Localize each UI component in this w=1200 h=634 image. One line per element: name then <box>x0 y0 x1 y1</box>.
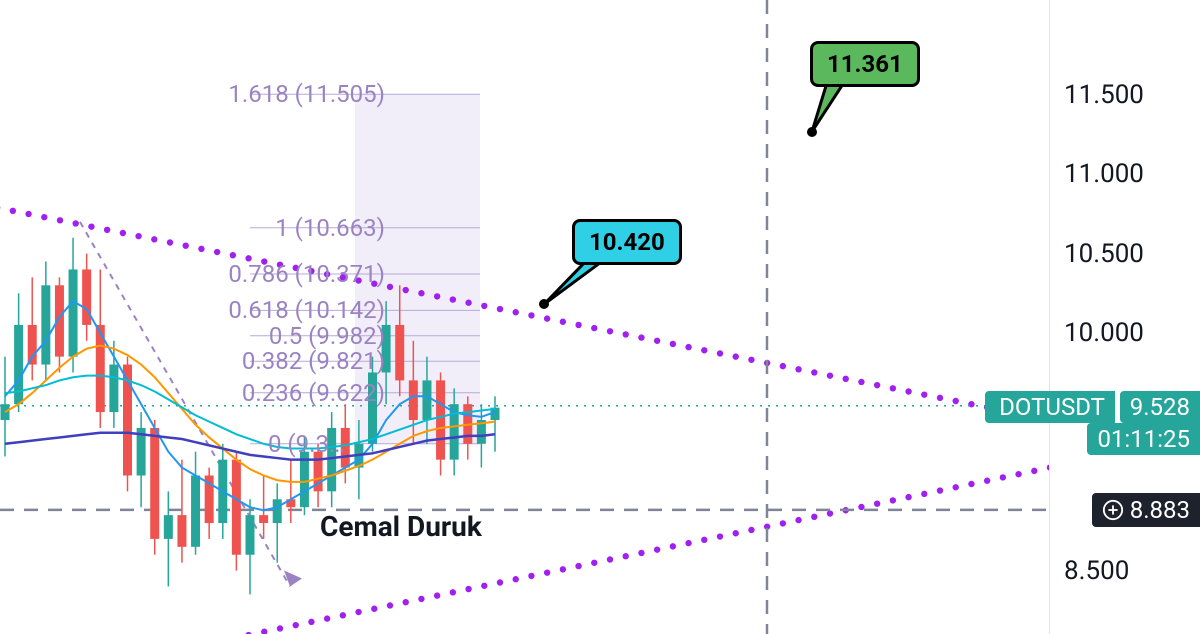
callout-label: 11.361 <box>810 41 920 87</box>
add-alert-icon <box>1102 499 1124 521</box>
fib-level-label: 1.618 (11.505) <box>0 80 385 108</box>
fib-level-label: 0.5 (9.982) <box>0 322 385 350</box>
author-watermark: Cemal Duruk <box>320 510 482 543</box>
fib-level-label: 1 (10.663) <box>0 214 385 242</box>
countdown-tag: 01:11:25 <box>1087 423 1200 455</box>
symbol-tag: DOTUSDT <box>985 391 1115 423</box>
callout-label: 10.420 <box>572 219 682 265</box>
fib-level-label: 0 (9.3… <box>0 430 345 458</box>
price-tick: 10.500 <box>1064 239 1144 269</box>
fib-level-label: 0.236 (9.622) <box>0 379 385 407</box>
price-axis[interactable]: 11.50011.00010.50010.0008.500DOTUSDT9.52… <box>1049 0 1200 634</box>
price-tick: 11.500 <box>1064 80 1144 110</box>
callout-anchor-dot <box>807 127 817 137</box>
price-tick: 11.000 <box>1064 159 1144 189</box>
trading-chart: 11.500 11.000 10.500 10.000 8.500 DOTUSDT9.52… <box>0 0 1200 634</box>
alert-level-tag[interactable]: 8.883 <box>1092 493 1200 527</box>
last-price-tag: 9.528 <box>1120 391 1200 423</box>
fib-level-label: 0.618 (10.142) <box>0 296 385 324</box>
price-tick: 8.500 <box>1064 556 1129 586</box>
price-tick: 10.000 <box>1064 318 1144 348</box>
fib-level-label: 0.786 (10.371) <box>0 260 385 288</box>
fib-level-label: 0.382 (9.821) <box>0 347 385 375</box>
